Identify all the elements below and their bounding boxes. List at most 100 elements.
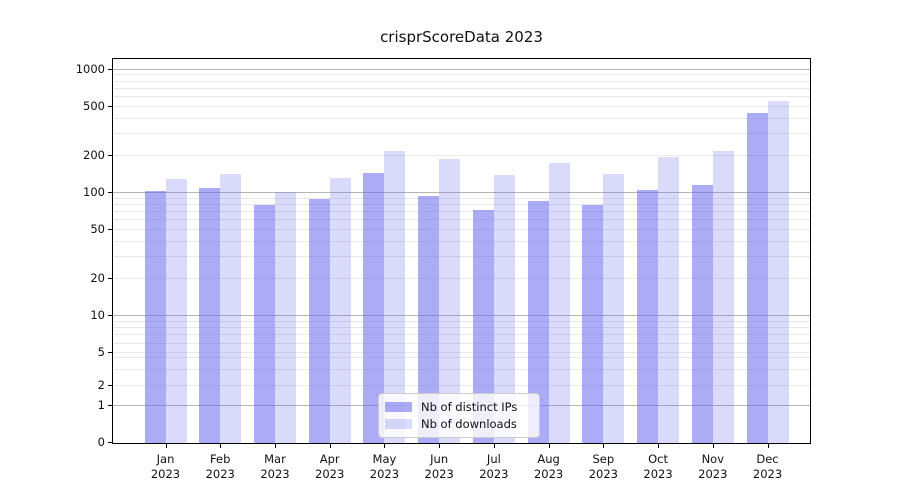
- bar-downloads-feb: [220, 173, 242, 443]
- bar-distinct_ips-aug: [527, 200, 549, 443]
- bar-distinct_ips-nov: [691, 184, 713, 443]
- legend-swatch-downloads: [385, 418, 412, 429]
- gridline-major: [113, 192, 810, 193]
- x-axis-label: Feb 2023: [192, 452, 248, 482]
- x-axis-label-year: 2023: [698, 467, 728, 481]
- gridline-minor: [113, 117, 810, 119]
- x-axis-label-year: 2023: [588, 467, 618, 481]
- bar-distinct_ips-jul: [472, 210, 494, 443]
- gridline-minor: [113, 219, 810, 221]
- y-axis-tick: [108, 105, 112, 107]
- y-axis-label: 1: [97, 398, 105, 412]
- legend: Nb of distinct IPs Nb of downloads: [378, 393, 540, 438]
- gridline-minor: [113, 256, 810, 258]
- bar-distinct_ips-dec: [746, 113, 768, 443]
- gridline-minor: [113, 342, 810, 344]
- gridline-minor: [113, 133, 810, 135]
- y-axis-tick: [108, 442, 112, 443]
- gridline-minor: [113, 197, 810, 199]
- x-axis-label-month: Apr: [319, 452, 340, 466]
- bar-downloads-apr: [329, 177, 351, 443]
- y-axis-tick: [108, 154, 112, 156]
- x-axis-label-month: Oct: [648, 452, 668, 466]
- gridline-minor: [113, 368, 810, 370]
- x-axis-tick: [493, 444, 495, 448]
- y-axis-tick: [108, 278, 112, 280]
- bar-downloads-jul: [493, 174, 515, 443]
- x-axis-label: Mar 2023: [247, 452, 303, 482]
- x-axis-tick: [603, 444, 605, 448]
- bar-downloads-aug: [548, 163, 570, 443]
- x-axis-tick: [548, 444, 550, 448]
- y-axis-label: 10: [90, 308, 105, 323]
- bar-downloads-dec: [767, 101, 789, 443]
- x-axis-label-month: Jan: [156, 452, 175, 466]
- x-axis-label: Jun 2023: [411, 452, 467, 482]
- gridline-major: [113, 315, 810, 317]
- x-axis-label-month: Jul: [486, 452, 501, 466]
- y-axis-label: 500: [83, 98, 105, 113]
- bar-downloads-oct: [658, 157, 680, 443]
- gridline-minor: [113, 211, 810, 213]
- x-axis-tick: [384, 444, 386, 448]
- x-axis-label-month: Aug: [537, 452, 560, 466]
- gridline-major: [113, 68, 810, 70]
- bar-downloads-sep: [603, 174, 625, 443]
- y-axis-label: 5: [97, 345, 105, 360]
- gridline-minor: [113, 385, 810, 386]
- y-axis-label: 1000: [75, 61, 105, 76]
- y-axis-label: 200: [83, 147, 105, 162]
- x-axis-tick: [165, 444, 167, 448]
- bar-downloads-nov: [712, 151, 734, 443]
- x-axis-label: Nov 2023: [685, 452, 741, 482]
- x-axis-label: Oct 2023: [630, 452, 686, 482]
- y-axis-tick: [108, 192, 112, 193]
- chart-title: crisprScoreData 2023: [380, 28, 543, 46]
- gridline-minor: [113, 241, 810, 243]
- x-axis-label-month: Mar: [264, 452, 286, 466]
- gridline-minor: [113, 357, 810, 358]
- bar-distinct_ips-may: [363, 172, 385, 443]
- x-axis-label: Sep 2023: [575, 452, 631, 482]
- gridline-minor: [113, 327, 810, 329]
- y-axis-tick: [108, 385, 112, 386]
- y-axis-tick: [108, 68, 112, 70]
- x-axis-label: May 2023: [356, 452, 412, 482]
- y-axis-label: 50: [90, 222, 105, 237]
- gridline-minor: [113, 352, 810, 354]
- plot-area: [112, 58, 811, 444]
- x-axis-label-month: Jun: [430, 452, 449, 466]
- x-axis-label: Apr 2023: [302, 452, 358, 482]
- y-axis-label: 0: [97, 435, 105, 449]
- y-axis-tick: [108, 405, 112, 406]
- gridline-minor: [113, 87, 810, 89]
- gridline-minor: [113, 320, 810, 322]
- x-axis-label-month: May: [372, 452, 397, 466]
- x-axis-label: Dec 2023: [740, 452, 796, 482]
- bar-distinct_ips-jun: [418, 196, 440, 443]
- y-axis-label: 2: [97, 378, 105, 392]
- gridline-minor: [113, 96, 810, 98]
- legend-swatch-distinct-ips: [385, 401, 412, 412]
- x-axis-label-year: 2023: [315, 467, 345, 481]
- gridline-minor: [113, 278, 810, 280]
- bar-distinct_ips-oct: [637, 190, 659, 443]
- x-axis-tick: [439, 444, 441, 448]
- gridline-minor: [113, 105, 810, 107]
- x-axis-label-month: Dec: [756, 452, 779, 466]
- x-axis-label-year: 2023: [752, 467, 783, 481]
- gridline-minor: [113, 154, 810, 156]
- x-axis-label-month: Sep: [592, 452, 615, 466]
- bar-distinct_ips-feb: [199, 188, 221, 443]
- x-axis-label-year: 2023: [479, 467, 509, 481]
- x-axis-label-year: 2023: [369, 467, 400, 481]
- x-axis-label-year: 2023: [205, 467, 235, 481]
- x-axis-label: Aug 2023: [521, 452, 577, 482]
- bar-distinct_ips-apr: [308, 198, 330, 443]
- gridline-minor: [113, 74, 810, 76]
- bar-distinct_ips-jan: [144, 190, 166, 443]
- x-axis-tick: [712, 444, 714, 448]
- y-axis-tick: [108, 315, 112, 317]
- x-axis-label-month: Nov: [701, 452, 725, 466]
